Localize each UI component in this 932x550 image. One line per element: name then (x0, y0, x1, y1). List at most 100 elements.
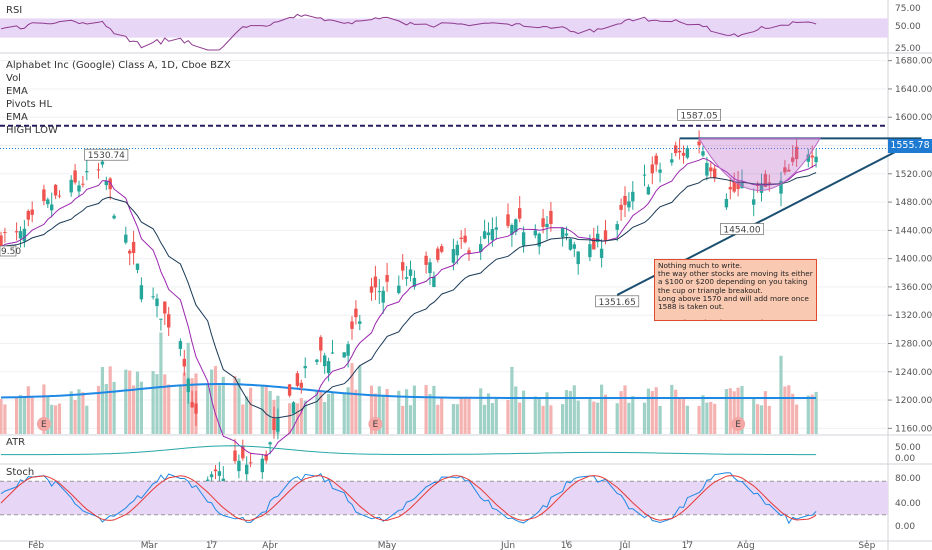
candle-body (783, 167, 787, 173)
price-tick-label: 1160.00 (895, 424, 932, 434)
candle-body (0, 235, 3, 248)
volume-bar (73, 400, 77, 434)
volume-bar (486, 393, 491, 434)
candle-body (30, 209, 34, 215)
candle-body (779, 180, 783, 194)
volume-bar (315, 390, 319, 434)
candle-body (467, 250, 471, 254)
legend-ema-2[interactable]: EMA (6, 112, 28, 123)
volume-bar (15, 396, 19, 434)
candle-body (763, 174, 768, 187)
candle-body (490, 229, 495, 241)
volume-bar (783, 386, 787, 434)
volume-bar (814, 391, 818, 434)
candle-body (705, 162, 709, 176)
volume-bar (213, 366, 218, 434)
volume-bar (701, 395, 705, 434)
volume-bar (724, 389, 728, 434)
volume-bar (623, 385, 627, 434)
candle-body (588, 244, 592, 258)
candle-body (428, 262, 432, 274)
volume-bar (155, 374, 159, 434)
candle-body (186, 378, 190, 393)
volume-bar (767, 405, 771, 434)
volume-bar (787, 385, 791, 434)
volume-bar (428, 393, 432, 434)
candle-body (549, 210, 553, 224)
volume-bar (245, 396, 249, 434)
volume-bar (135, 371, 140, 434)
candle-body (732, 181, 736, 192)
candle-body (701, 151, 705, 156)
volume-bar (709, 401, 713, 434)
candle-body (654, 155, 658, 165)
volume-bar (163, 374, 167, 434)
candle-body (646, 186, 651, 195)
candle-body (560, 227, 565, 238)
legend-ema[interactable]: EMA (6, 86, 28, 97)
volume-bar (26, 386, 30, 434)
volume-bar (424, 385, 428, 434)
volume-bar (85, 405, 89, 434)
earnings-marker (368, 417, 383, 431)
atr-line (1, 445, 817, 456)
volume-bar (373, 393, 377, 434)
candle-body (615, 224, 619, 230)
candle-body (787, 169, 791, 172)
candle-body (541, 218, 545, 227)
candle-body (42, 189, 46, 201)
candle-body (330, 352, 335, 354)
volume-bar (385, 389, 389, 434)
volume-bar (354, 389, 358, 434)
candle-body (408, 269, 413, 276)
candle-body (740, 182, 744, 189)
candle-body (128, 250, 132, 254)
candle-body (401, 262, 405, 271)
volume-bar (3, 404, 7, 434)
candle-body (759, 183, 764, 193)
candle-body (677, 150, 682, 153)
price-tick-label: 1200.00 (895, 396, 932, 406)
candle-body (533, 230, 537, 236)
x-tick-label: Feb (28, 541, 44, 550)
volume-bar (596, 402, 600, 434)
volume-bar (705, 402, 709, 434)
candle-body (248, 462, 253, 464)
volume-bar (463, 397, 467, 434)
candle-body (642, 174, 647, 176)
candle-body (806, 154, 810, 162)
volume-bar (77, 389, 81, 434)
volume-bar (108, 366, 112, 434)
candle-body (623, 195, 627, 205)
volume-bar (670, 384, 674, 434)
candle-body (451, 249, 456, 263)
price-tick-label: 1280.00 (895, 339, 932, 349)
legend-high-low[interactable]: HIGH LOW (6, 125, 58, 136)
volume-bar (233, 376, 237, 434)
volume-bar (728, 388, 732, 434)
volume-layer (0, 332, 818, 434)
volume-bar (779, 355, 783, 434)
legend-vol[interactable]: Vol (6, 73, 21, 84)
price-tick-label: 1400.00 (895, 255, 932, 265)
candle-body (518, 208, 522, 219)
rsi-band (0, 18, 888, 38)
volume-bar (631, 396, 635, 434)
volume-bar (479, 388, 483, 434)
candle-body (728, 187, 732, 190)
volume-bar (178, 384, 182, 434)
x-tick-label: Apr (262, 541, 278, 550)
candle-body (139, 285, 144, 300)
volume-bar (568, 391, 572, 434)
volume-bar (358, 365, 362, 434)
candle-body (159, 318, 163, 320)
pivot-label-box (0, 245, 17, 257)
candle-body (18, 231, 23, 239)
price-tick-label: 1480.00 (895, 198, 932, 208)
volume-bar (545, 392, 549, 434)
volume-bar (549, 405, 553, 434)
legend-pivots[interactable]: Pivots HL (6, 99, 53, 110)
stoch-tick-label: 80.00 (895, 474, 921, 484)
candle-body (736, 182, 740, 190)
